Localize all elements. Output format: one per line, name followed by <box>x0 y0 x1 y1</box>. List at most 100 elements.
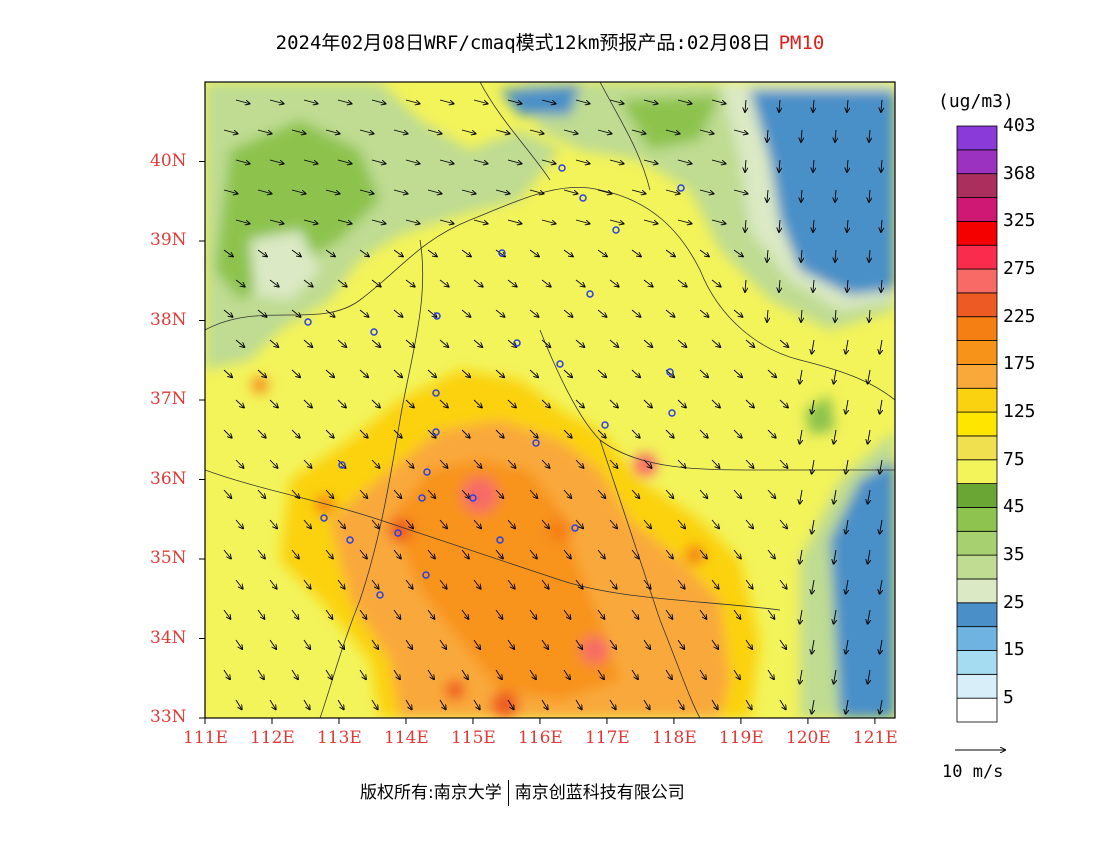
wind-arrow <box>461 549 469 559</box>
wind-arrow <box>801 129 802 142</box>
wind-arrow <box>303 279 313 287</box>
wind-arrow <box>575 339 584 347</box>
wind-arrow <box>337 519 345 528</box>
wind-arrow <box>834 489 836 504</box>
wind-arrow <box>371 219 386 224</box>
wind-arrow <box>529 189 544 194</box>
wind-arrow <box>337 159 352 164</box>
wind-arrow <box>835 189 836 202</box>
wind-arrow <box>529 249 539 256</box>
wind-arrow <box>359 309 369 317</box>
wind-arrow <box>597 489 605 498</box>
wind-arrow <box>711 699 718 709</box>
wind-arrow <box>631 129 646 134</box>
wind-arrow <box>223 669 230 679</box>
wind-arrow <box>880 339 882 354</box>
wind-arrow <box>495 309 505 317</box>
wind-arrow <box>643 519 651 528</box>
wind-arrow <box>643 279 653 287</box>
wind-arrow <box>745 99 746 112</box>
colorbar-swatch <box>956 244 998 270</box>
wind-arrow <box>507 699 514 709</box>
wind-arrow <box>699 609 706 619</box>
wind-arrow <box>800 429 802 444</box>
wind-arrow <box>473 459 482 468</box>
wind-arrow <box>223 489 231 498</box>
wind-arrow <box>223 549 231 559</box>
wind-arrow <box>846 519 848 534</box>
wind-arrow <box>745 639 752 649</box>
wind-arrow <box>439 459 448 468</box>
wind-arrow <box>427 489 435 498</box>
wind-arrow <box>235 279 245 287</box>
wind-arrow <box>529 309 539 317</box>
wind-arrow <box>869 189 870 202</box>
wind-arrow <box>235 639 242 649</box>
wind-arrow <box>643 579 651 589</box>
wind-arrow <box>779 639 786 649</box>
wind-arrow <box>405 219 420 224</box>
station-marker <box>394 529 402 537</box>
wind-arrow <box>303 159 318 164</box>
wind-arrow <box>529 549 537 559</box>
station-marker <box>433 312 441 320</box>
wind-arrow <box>631 369 640 377</box>
wind-arrow <box>439 339 448 347</box>
wind-arrow <box>269 339 278 347</box>
wind-arrow <box>800 669 802 684</box>
wind-arrow <box>371 399 380 408</box>
wind-vectors <box>223 99 882 714</box>
colorbar-swatch <box>956 125 998 151</box>
wind-arrow <box>779 579 787 589</box>
wind-arrow <box>767 429 776 438</box>
station-marker <box>571 524 579 532</box>
wind-arrow <box>291 129 306 134</box>
lon-label: 111E <box>183 728 228 748</box>
wind-arrow <box>575 639 582 649</box>
colorbar-swatch <box>956 650 998 675</box>
wind-arrow <box>597 189 612 194</box>
wind-arrow <box>461 189 476 194</box>
wind-arrow <box>473 639 480 649</box>
colorbar-swatch <box>956 411 998 437</box>
station-marker <box>496 536 504 544</box>
colorbar-swatch <box>956 554 998 580</box>
wind-arrow <box>303 519 311 528</box>
wind-arrow <box>303 219 318 224</box>
wind-arrow <box>303 399 312 408</box>
lat-label: 34N <box>150 627 187 648</box>
wind-arrow <box>235 99 250 104</box>
wind-arrow <box>868 549 870 564</box>
wind-arrow <box>257 189 272 194</box>
province-boundaries <box>205 82 895 718</box>
wind-arrow <box>846 459 848 474</box>
pollutant-label: PM10 <box>778 32 825 54</box>
wind-arrow <box>427 189 442 194</box>
colorbar-swatch <box>956 268 998 294</box>
wind-arrow <box>665 669 672 679</box>
wind-reference-label: 10 m/s <box>942 762 1004 782</box>
wind-arrow <box>609 699 616 709</box>
wind-arrow <box>439 99 454 104</box>
station-marker <box>338 461 346 469</box>
wind-arrow <box>609 99 624 104</box>
wind-arrow <box>235 459 244 468</box>
lon-label: 114E <box>383 728 429 748</box>
wind-arrow <box>834 549 836 564</box>
wind-arrow <box>767 189 768 202</box>
wind-arrow <box>303 579 311 589</box>
wind-arrow <box>405 399 414 408</box>
wind-arrow <box>779 219 780 232</box>
wind-arrow <box>779 339 788 347</box>
wind-arrow <box>563 249 573 256</box>
wind-arrow <box>733 549 741 559</box>
colorbar-label: 35 <box>1003 544 1025 566</box>
wind-arrow <box>507 459 516 468</box>
wind-arrow <box>835 249 836 262</box>
lon-label: 112E <box>249 728 295 748</box>
wind-arrow <box>507 519 515 528</box>
wind-arrow <box>609 519 617 528</box>
wind-arrow <box>359 489 367 498</box>
wind-arrow <box>745 219 746 232</box>
wind-arrow <box>359 249 369 256</box>
